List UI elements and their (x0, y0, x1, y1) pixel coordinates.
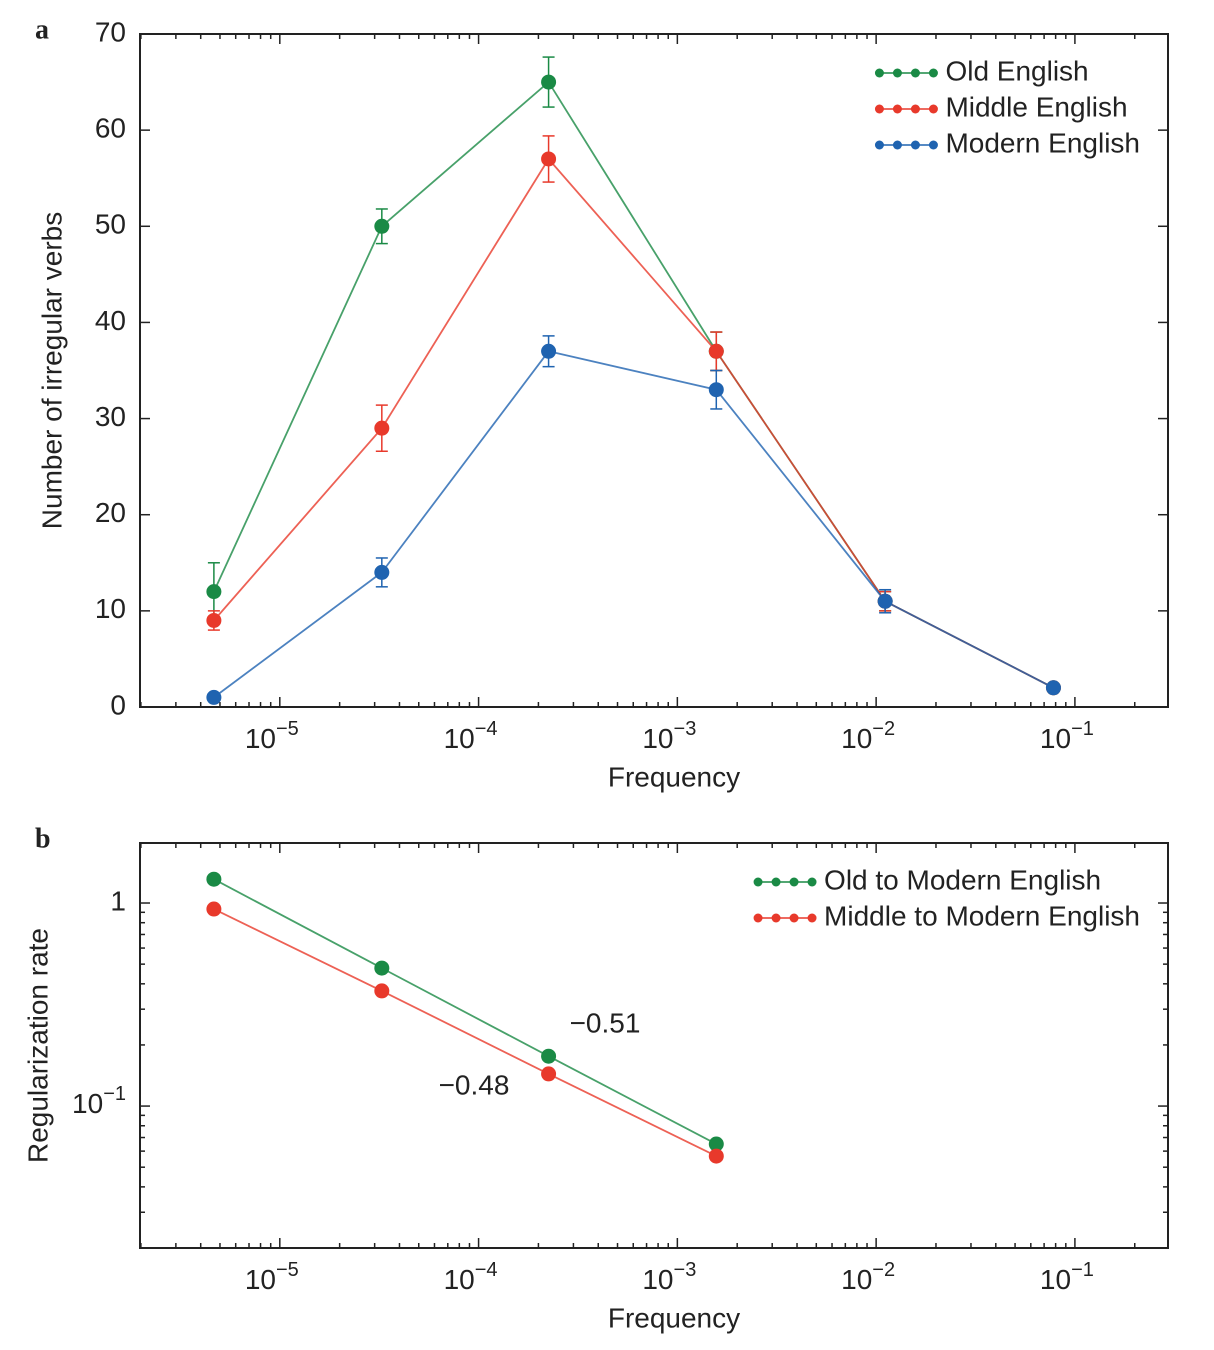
legend-label: Old English (945, 55, 1088, 86)
legend-label: Middle English (945, 91, 1127, 122)
x-tick-label: 10−5 (245, 1259, 299, 1295)
data-point (541, 1066, 557, 1082)
data-point (374, 564, 390, 580)
legend-dot (892, 68, 902, 78)
legend-dot (789, 913, 799, 923)
legend-label: Modern English (945, 127, 1140, 158)
data-point (877, 593, 893, 609)
legend-dot (928, 104, 938, 114)
panel-label: a (35, 14, 49, 45)
y-axis-label: Number of irregular verbs (36, 212, 67, 529)
x-tick-label: 10−2 (841, 718, 895, 754)
y-tick-label: 30 (95, 401, 126, 432)
data-point (374, 218, 390, 234)
legend-dot (892, 104, 902, 114)
legend-dot (753, 877, 763, 887)
data-point (206, 689, 222, 705)
annotation: −0.48 (439, 1069, 510, 1100)
legend-dot (753, 913, 763, 923)
data-point (374, 420, 390, 436)
x-tick-label: 10−5 (245, 718, 299, 754)
plot-frame (139, 33, 1169, 708)
y-tick-label: 10−1 (72, 1083, 126, 1119)
series-line (213, 350, 1054, 699)
legend-dot (771, 877, 781, 887)
series-line (213, 908, 717, 1157)
legend-label: Old to Modern English (824, 864, 1101, 895)
data-point (374, 983, 390, 999)
legend-dot (807, 913, 817, 923)
x-tick-label: 10−1 (1040, 1259, 1094, 1295)
y-tick-label: 0 (110, 689, 126, 720)
legend-dot (789, 877, 799, 887)
x-tick-label: 10−3 (642, 1259, 696, 1295)
x-axis-label: Frequency (608, 761, 740, 792)
legend-dot (892, 140, 902, 150)
y-tick-label: 10 (95, 593, 126, 624)
series-line (213, 157, 1054, 689)
data-point (708, 343, 724, 359)
legend-dot (874, 140, 884, 150)
legend-label: Middle to Modern English (824, 900, 1140, 931)
data-point (708, 1148, 724, 1164)
y-tick-label: 50 (95, 209, 126, 240)
data-point (1045, 680, 1061, 696)
legend-dot (928, 68, 938, 78)
y-tick-label: 70 (95, 16, 126, 47)
y-tick-label: 60 (95, 113, 126, 144)
data-point (708, 382, 724, 398)
data-point (206, 901, 222, 917)
legend-dot (928, 140, 938, 150)
panel-label: b (35, 823, 51, 854)
legend-dot (807, 877, 817, 887)
legend-dot (910, 68, 920, 78)
x-tick-label: 10−4 (444, 1259, 498, 1295)
y-tick-label: 20 (95, 497, 126, 528)
annotation: −0.51 (570, 1007, 641, 1038)
data-point (541, 1048, 557, 1064)
series-line (213, 878, 717, 1145)
data-point (374, 960, 390, 976)
x-tick-label: 10−1 (1040, 718, 1094, 754)
data-point (541, 343, 557, 359)
data-point (206, 584, 222, 600)
data-point (541, 74, 557, 90)
x-tick-label: 10−3 (642, 718, 696, 754)
legend-dot (874, 68, 884, 78)
y-tick-label: 40 (95, 305, 126, 336)
data-point (708, 1136, 724, 1152)
x-axis-label: Frequency (608, 1302, 740, 1333)
legend-dot (771, 913, 781, 923)
data-point (206, 612, 222, 628)
series-line (213, 80, 1054, 689)
data-point (206, 871, 222, 887)
x-tick-label: 10−4 (444, 718, 498, 754)
y-tick-label: 1 (110, 885, 126, 916)
data-point (541, 151, 557, 167)
legend-dot (874, 104, 884, 114)
legend-dot (910, 140, 920, 150)
legend-dot (910, 104, 920, 114)
y-axis-label: Regularization rate (22, 928, 53, 1163)
x-tick-label: 10−2 (841, 1259, 895, 1295)
